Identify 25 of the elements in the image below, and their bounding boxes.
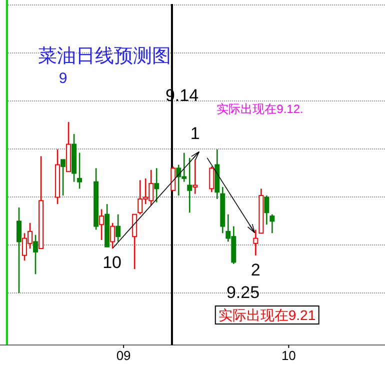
candlestick bbox=[209, 166, 214, 193]
x-tick-label: 09 bbox=[116, 348, 131, 363]
text: 实际出现在9.21 bbox=[218, 307, 316, 323]
candlestick bbox=[16, 206, 22, 294]
candlestick bbox=[116, 214, 121, 242]
candlestick bbox=[60, 158, 66, 196]
text: 9 bbox=[58, 70, 68, 87]
annotation: 2 bbox=[250, 260, 260, 280]
candlestick bbox=[154, 168, 160, 204]
candlestick bbox=[77, 152, 82, 190]
candlestick bbox=[170, 166, 176, 192]
text: 实际出现在9.12. bbox=[216, 102, 304, 116]
candlestick bbox=[253, 229, 258, 256]
candlestick bbox=[192, 158, 198, 194]
candlestick bbox=[132, 214, 138, 270]
candlestick bbox=[110, 222, 116, 250]
candlestick bbox=[33, 234, 38, 275]
annotation: 10 bbox=[102, 252, 122, 272]
candlestick bbox=[99, 208, 104, 241]
chart-title: 菜油日线预测图 bbox=[38, 46, 171, 67]
candlestick bbox=[187, 157, 192, 214]
annotation: 9.25 bbox=[226, 283, 260, 302]
annotation: 1 bbox=[190, 124, 200, 143]
candlestick bbox=[270, 214, 275, 234]
candlestick bbox=[264, 194, 270, 226]
